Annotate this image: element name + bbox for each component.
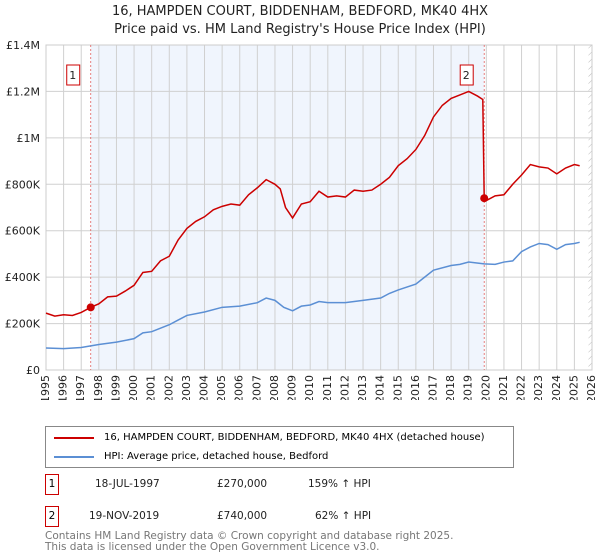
y-tick-label: £400K [5, 271, 41, 284]
hatched-forecast-region [588, 45, 592, 370]
x-tick-label: 2002 [162, 375, 175, 400]
x-tick-label: 2011 [321, 375, 334, 400]
x-tick-label: 2024 [550, 375, 563, 400]
y-tick-label: £600K [5, 225, 41, 238]
x-tick-label: 2022 [515, 375, 528, 400]
x-tick-label: 2006 [233, 375, 246, 400]
x-tick-label: 2013 [356, 375, 369, 400]
footer-line-1: Contains HM Land Registry data © Crown c… [45, 530, 454, 542]
x-tick-label: 1995 [39, 375, 52, 400]
sale-price-2: £740,000 [217, 510, 268, 522]
sale-price-1: £270,000 [217, 478, 268, 490]
shaded-ownership-region [90, 45, 485, 370]
x-tick-label: 2015 [391, 375, 404, 400]
x-tick-label: 2026 [585, 375, 598, 400]
x-tick-label: 2012 [338, 375, 351, 400]
x-tick-label: 1997 [74, 375, 87, 400]
series-line [45, 241, 580, 350]
x-tick-label: 1996 [57, 375, 70, 400]
x-tick-label: 2020 [479, 375, 492, 400]
x-tick-label: 2023 [532, 375, 545, 400]
y-tick-label: £800K [5, 178, 41, 191]
x-tick-label: 2004 [198, 375, 211, 400]
footer-line-2: This data is licensed under the Open Gov… [45, 541, 380, 553]
x-tick-label: 2009 [286, 375, 299, 400]
plot-border [45, 44, 593, 371]
x-tick-label: 2019 [462, 375, 475, 400]
x-tick-label: 2008 [268, 375, 281, 400]
legend-label-property: 16, HAMPDEN COURT, BIDDENHAM, BEDFORD, M… [104, 432, 485, 443]
x-tick-label: 2021 [497, 375, 510, 400]
sale-hpi-2: 62% ↑ HPI [315, 510, 372, 522]
x-tick-label: 1999 [109, 375, 122, 400]
series-line [45, 90, 580, 317]
legend: 16, HAMPDEN COURT, BIDDENHAM, BEDFORD, M… [45, 426, 514, 468]
sale-date-2: 19-NOV-2019 [89, 510, 160, 522]
sale-hpi-1: 159% ↑ HPI [308, 478, 371, 490]
x-tick-label: 2007 [250, 375, 263, 400]
plot-area: 1995 1996 1997 1998 1999 2000 2001 2002 2003 2004… [5, 39, 598, 400]
x-tick-label: 2025 [567, 375, 580, 400]
sale-label-text: 2 [463, 69, 470, 82]
sale-label-box [66, 64, 81, 86]
y-tick-label: £1.2M [6, 85, 40, 98]
y-tick-label: £1M [17, 132, 41, 145]
x-tick-label: 2005 [215, 375, 228, 400]
legend-blue-line [54, 455, 94, 458]
sale-label-box [459, 64, 474, 86]
x-tick-label: 2001 [145, 375, 158, 400]
y-tick-label: £0 [26, 364, 40, 377]
x-tick-label: 2000 [127, 375, 140, 400]
legend-red-line [54, 436, 94, 439]
x-tick-label: 2016 [409, 375, 422, 400]
chart-title: 16, HAMPDEN COURT, BIDDENHAM, BEDFORD, M… [111, 4, 489, 19]
x-tick-label: 2017 [426, 375, 439, 400]
x-tick-label: 1998 [92, 375, 105, 400]
chart-subtitle: Price paid vs. HM Land Registry's House … [114, 22, 486, 37]
sale-marker-1: 1 [45, 474, 59, 495]
y-tick-label: £1.4M [6, 39, 40, 52]
legend-label-hpi: HPI: Average price, detached house, Bedf… [104, 451, 329, 462]
x-tick-label: 2018 [444, 375, 457, 400]
x-tick-label: 2014 [374, 375, 387, 400]
x-tick-label: 2003 [180, 375, 193, 400]
x-tick-label: 2010 [303, 375, 316, 400]
sale-point [86, 303, 95, 312]
sale-marker-2: 2 [45, 506, 59, 527]
y-tick-label: £200K [5, 318, 41, 331]
sale-label-text: 1 [69, 69, 76, 82]
sale-date-1: 18-JUL-1997 [95, 478, 160, 490]
sale-point [480, 194, 489, 203]
